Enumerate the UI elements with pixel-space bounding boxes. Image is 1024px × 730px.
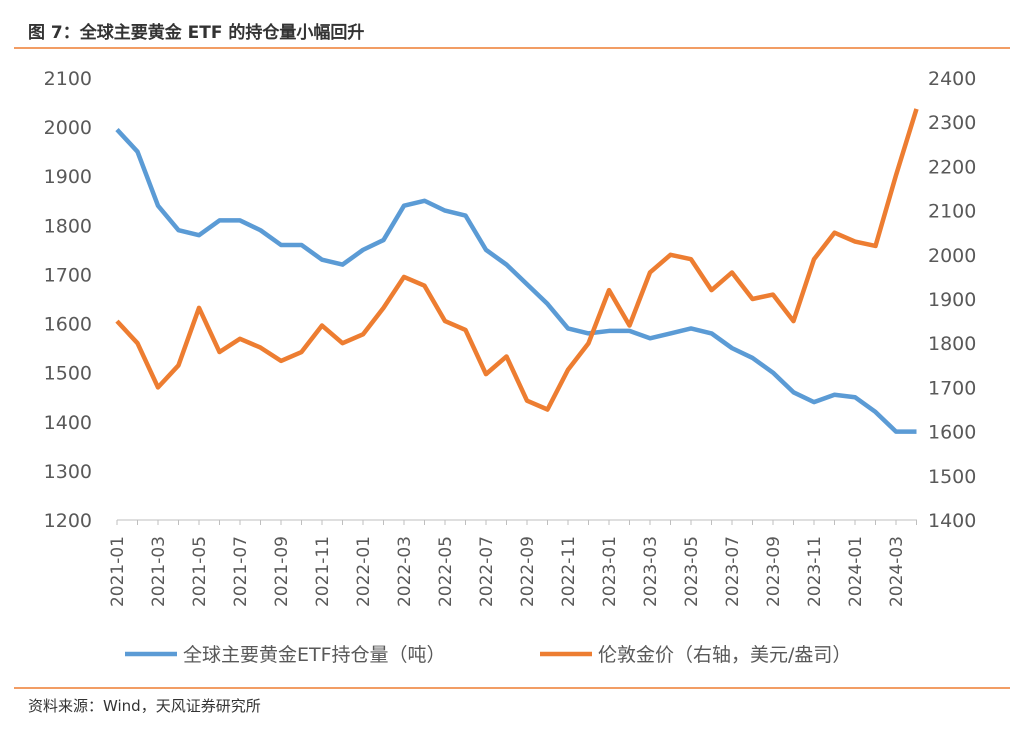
y-tick-label: 1400 bbox=[44, 412, 92, 434]
y-tick-label: 2100 bbox=[44, 68, 92, 90]
x-tick-label: 2022-05 bbox=[436, 536, 456, 607]
y-tick-label: 1300 bbox=[44, 461, 92, 483]
x-tick-label: 2021-09 bbox=[272, 536, 292, 607]
y2-tick-label: 1700 bbox=[928, 377, 976, 399]
y2-tick-label: 2100 bbox=[928, 201, 976, 223]
y2-tick-label: 1400 bbox=[928, 510, 976, 532]
x-tick-label: 2021-01 bbox=[108, 536, 128, 607]
y2-tick-label: 2000 bbox=[928, 245, 976, 267]
chart-title: 图 7：全球主要黄金 ETF 的持仓量小幅回升 bbox=[28, 22, 364, 43]
x-tick-label: 2021-03 bbox=[149, 536, 169, 607]
y-tick-label: 1900 bbox=[44, 166, 92, 188]
y-tick-label: 1700 bbox=[44, 264, 92, 286]
legend-label: 全球主要黄金ETF持仓量（吨） bbox=[183, 644, 446, 666]
x-tick-label: 2021-05 bbox=[190, 536, 210, 607]
x-tick-label: 2023-05 bbox=[682, 536, 702, 607]
y-tick-label: 2000 bbox=[44, 117, 92, 139]
x-tick-label: 2022-09 bbox=[518, 536, 538, 607]
y2-tick-label: 1600 bbox=[928, 422, 976, 444]
y2-tick-label: 2300 bbox=[928, 112, 976, 134]
x-tick-label: 2024-01 bbox=[846, 536, 866, 607]
source: 资料来源：Wind，天风证券研究所 bbox=[28, 697, 261, 715]
legend-label: 伦敦金价（右轴，美元/盎司） bbox=[598, 644, 851, 666]
y-tick-label: 1600 bbox=[44, 314, 92, 336]
x-tick-label: 2023-11 bbox=[805, 536, 825, 607]
y-tick-label: 1800 bbox=[44, 215, 92, 237]
y2-tick-label: 1800 bbox=[928, 333, 976, 355]
x-tick-label: 2021-07 bbox=[231, 536, 251, 607]
series-line bbox=[115, 108, 919, 412]
x-tick-label: 2023-07 bbox=[723, 536, 743, 607]
x-tick-label: 2022-07 bbox=[477, 536, 497, 607]
y2-tick-label: 1900 bbox=[928, 289, 976, 311]
x-tick-label: 2021-11 bbox=[313, 536, 333, 607]
y-tick-label: 1200 bbox=[44, 510, 92, 532]
y2-tick-label: 2200 bbox=[928, 156, 976, 178]
x-tick-label: 2022-01 bbox=[354, 536, 374, 607]
x-tick-label: 2023-01 bbox=[600, 536, 620, 607]
y-tick-label: 1500 bbox=[44, 363, 92, 385]
x-tick-label: 2022-11 bbox=[559, 536, 579, 607]
x-tick-label: 2023-09 bbox=[764, 536, 784, 607]
y2-tick-label: 2400 bbox=[928, 68, 976, 90]
x-tick-label: 2022-03 bbox=[395, 536, 415, 607]
x-tick-label: 2023-03 bbox=[641, 536, 661, 607]
y2-tick-label: 1500 bbox=[928, 466, 976, 488]
x-tick-label: 2024-03 bbox=[887, 536, 907, 607]
series-line bbox=[115, 128, 917, 434]
